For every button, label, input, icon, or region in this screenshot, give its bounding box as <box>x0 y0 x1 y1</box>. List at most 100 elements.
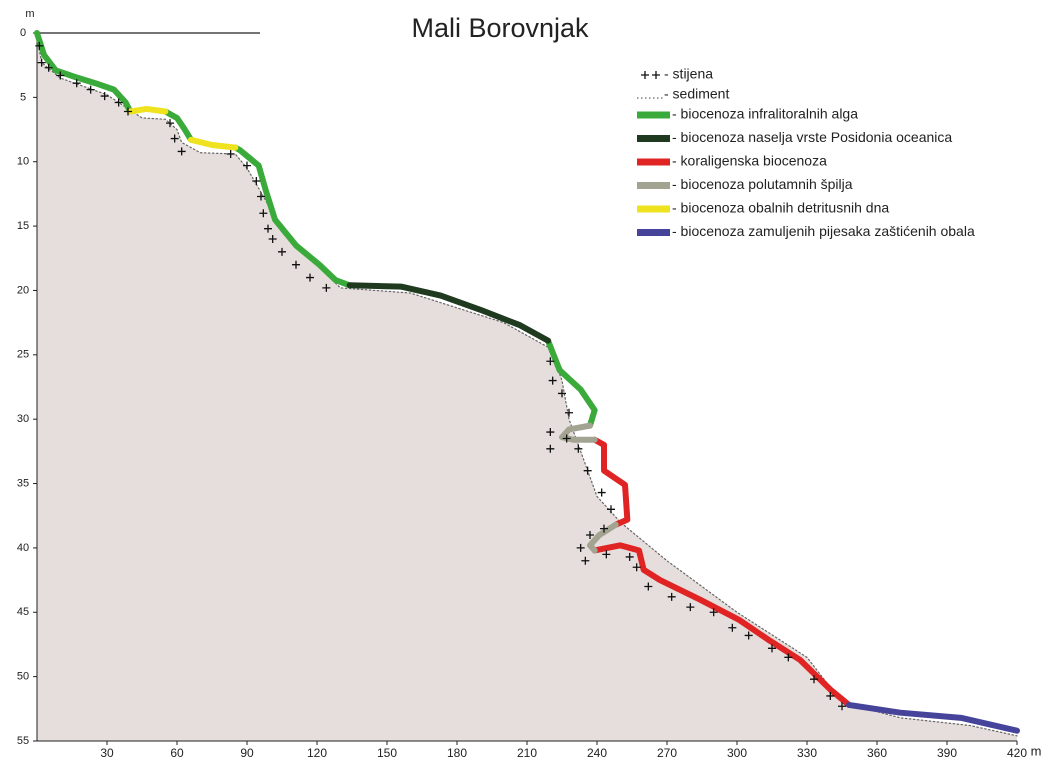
rock-marker <box>562 434 571 443</box>
y-tick-label: 20 <box>17 284 29 296</box>
rock-marker <box>322 283 331 292</box>
y-tick-label: 0 <box>20 27 26 39</box>
rock-marker <box>709 608 718 617</box>
rock-marker <box>72 79 81 88</box>
rock-marker <box>607 505 615 514</box>
legend-label: - stijena <box>664 66 713 82</box>
legend-label: - biocenoza infralitoralnih alga <box>672 106 858 122</box>
x-tick-label: 330 <box>797 746 817 760</box>
y-axis-label: m <box>25 8 34 20</box>
rock-marker <box>177 147 186 156</box>
chart-title: Mali Borovnjak <box>411 13 589 43</box>
legend-label: - biocenoza obalnih detritusnih dna <box>672 200 889 216</box>
rock-marker <box>625 552 634 561</box>
biocenosis-line <box>559 422 619 554</box>
rock-marker <box>784 653 793 662</box>
legend-swatch <box>637 229 670 236</box>
y-tick-label: 50 <box>17 671 29 683</box>
x-tick-label: 390 <box>937 746 957 760</box>
rock-marker <box>576 543 585 552</box>
y-tick-label: 40 <box>17 542 29 554</box>
rock-marker <box>546 428 555 437</box>
x-tick-label: 270 <box>657 746 677 760</box>
x-tick-label: 180 <box>447 746 467 760</box>
rock-marker <box>838 702 846 711</box>
rock-marker <box>602 550 611 559</box>
rock-marker <box>574 444 583 453</box>
x-tick-label: 30 <box>100 746 114 760</box>
rock-marker <box>124 107 132 116</box>
rock-marker <box>826 691 835 700</box>
biocenosis-line <box>34 30 598 429</box>
rock-marker <box>243 161 251 170</box>
biocenosis-line <box>127 105 239 151</box>
rock-marker <box>264 224 272 233</box>
sediment-line <box>36 36 1018 737</box>
y-tick-label: 55 <box>17 735 29 747</box>
y-tick-label: 15 <box>17 220 29 232</box>
rock-marker <box>586 531 594 540</box>
rock-marker <box>597 488 606 497</box>
rock-marker <box>278 247 286 256</box>
y-tick-label: 10 <box>17 156 29 168</box>
rock-marker <box>583 466 592 475</box>
biocenosis-line <box>846 701 1020 734</box>
x-tick-label: 240 <box>587 746 607 760</box>
x-tick-label: 300 <box>727 746 747 760</box>
rock-marker <box>170 134 179 143</box>
rock-marker <box>768 644 776 653</box>
y-tick-label: 30 <box>17 413 29 425</box>
legend-marker <box>652 71 660 79</box>
rock-marker <box>667 592 676 601</box>
rock-marker <box>114 98 123 107</box>
legend-label: - sediment <box>664 86 729 102</box>
y-tick-label: 45 <box>17 606 29 618</box>
legend-label: - koraligenska biocenoza <box>672 153 827 169</box>
rock-marker <box>548 376 557 385</box>
rock-marker <box>306 273 314 282</box>
rock-marker <box>728 623 737 632</box>
legend-swatch <box>637 182 670 189</box>
legend-swatch <box>637 111 670 119</box>
ground <box>37 36 1017 741</box>
biocenosis-line <box>591 436 852 708</box>
rock-marker <box>581 556 590 565</box>
rock-marker <box>546 444 555 453</box>
rock-marker <box>252 177 261 186</box>
x-tick-label: 120 <box>307 746 327 760</box>
rock-marker <box>810 675 818 684</box>
legend-swatch <box>637 135 670 142</box>
rock-marker <box>292 260 300 269</box>
rock-marker <box>546 357 555 366</box>
rock-marker <box>565 408 573 417</box>
x-tick-label: 90 <box>240 746 254 760</box>
rock-marker <box>268 234 277 243</box>
rock-marker <box>56 71 65 80</box>
x-axis-label: m <box>1031 743 1042 758</box>
x-tick-label: 420 <box>1007 746 1027 760</box>
rock-marker <box>632 563 641 572</box>
x-tick-label: 150 <box>377 746 397 760</box>
legend-marker <box>641 71 649 79</box>
rock-marker <box>166 119 174 128</box>
legend-label: - biocenoza zamuljenih pijesaka zaštićen… <box>672 223 975 239</box>
x-tick-label: 360 <box>867 746 887 760</box>
biocenosis-line <box>346 282 551 344</box>
rock-marker <box>257 192 265 201</box>
x-tick-label: 210 <box>517 746 537 760</box>
legend-swatch <box>637 205 670 213</box>
rock-marker <box>37 58 46 67</box>
rock-marker <box>600 524 608 533</box>
rock-marker <box>44 63 53 72</box>
rock-marker <box>744 631 753 640</box>
rock-marker <box>558 389 566 398</box>
rock-marker <box>35 41 44 50</box>
rock-marker <box>100 92 109 101</box>
rock-marker <box>644 582 653 591</box>
rock-marker <box>86 85 95 94</box>
y-tick-label: 35 <box>17 477 29 489</box>
legend-swatch <box>637 158 670 166</box>
legend-label: - biocenoza polutamnih špilja <box>672 176 853 192</box>
rock-marker <box>226 150 235 159</box>
